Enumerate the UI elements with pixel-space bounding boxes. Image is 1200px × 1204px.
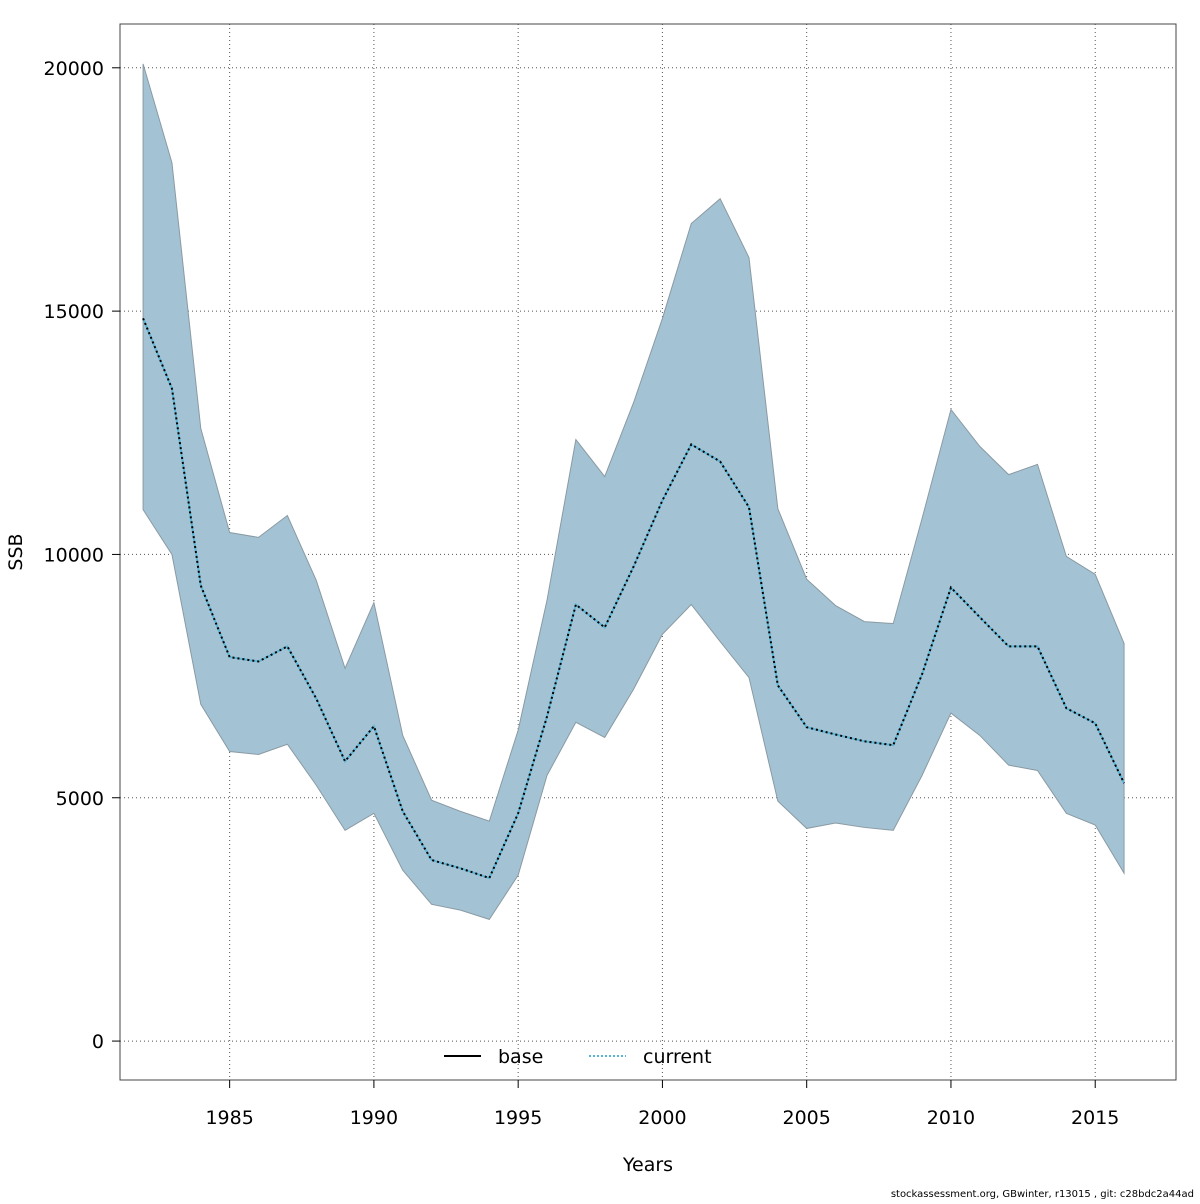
y-axis: 0 5000 10000 15000 20000	[44, 58, 120, 1053]
confidence-band	[142, 63, 1125, 921]
y-tick-label: 5000	[56, 788, 104, 810]
series-base-line	[142, 318, 1125, 880]
x-axis-label: Years	[622, 1154, 673, 1176]
x-tick-label: 2000	[638, 1107, 686, 1129]
y-tick-label: 15000	[44, 301, 104, 323]
x-tick-label: 2005	[783, 1107, 831, 1129]
y-tick-label: 10000	[44, 544, 104, 566]
legend: base current	[444, 1046, 712, 1068]
plot-frame	[119, 23, 1177, 1081]
x-tick-label: 1985	[205, 1107, 253, 1129]
x-tick-label: 1995	[494, 1107, 542, 1129]
y-axis-label: SSB	[5, 533, 27, 570]
y-tick-label: 20000	[44, 58, 104, 80]
x-axis: 1985 1990 1995 2000 2005 2010 2015	[205, 1080, 1119, 1129]
footer-credit: stockassessment.org, GBwinter, r13015 , …	[891, 1189, 1194, 1200]
legend-current-label: current	[643, 1046, 712, 1068]
x-tick-label: 1990	[350, 1107, 398, 1129]
legend-base-label: base	[498, 1046, 543, 1068]
x-tick-label: 2010	[927, 1107, 975, 1129]
x-tick-label: 2015	[1071, 1107, 1119, 1129]
y-tick-label: 0	[92, 1031, 104, 1053]
